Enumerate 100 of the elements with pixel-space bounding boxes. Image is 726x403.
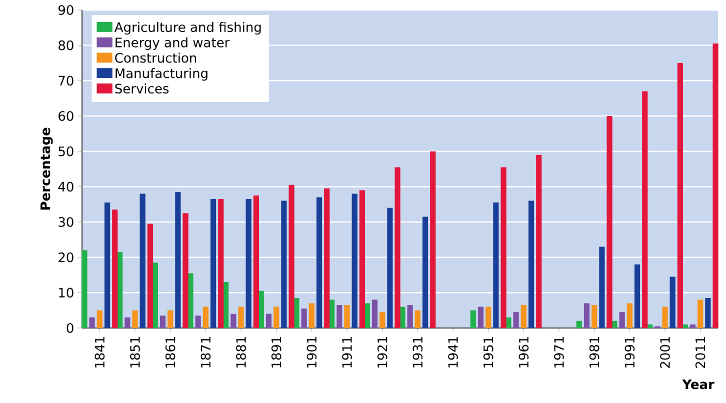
- bar: [500, 167, 506, 328]
- bar: [536, 154, 542, 328]
- x-tick-label: 1951: [483, 336, 494, 368]
- bar: [253, 195, 260, 328]
- bar: [642, 91, 648, 328]
- x-tick-label: 1891: [271, 336, 282, 368]
- x-tick-label: 1871: [200, 336, 211, 368]
- bar: [372, 300, 378, 328]
- y-tick-label: 30: [58, 217, 74, 227]
- bar: [422, 216, 428, 328]
- bar: [188, 273, 194, 328]
- x-axis-title: Year: [682, 380, 714, 390]
- bar: [677, 62, 683, 328]
- y-axis-title: Percentage: [40, 128, 53, 210]
- bar: [175, 192, 181, 328]
- bar: [470, 310, 476, 328]
- y-tick-label: 60: [58, 111, 74, 121]
- y-tick-label: 50: [58, 146, 74, 156]
- bar: [359, 190, 366, 328]
- x-tick-label: 1971: [554, 336, 564, 368]
- bar: [308, 303, 314, 328]
- bar: [82, 250, 88, 328]
- bar: [147, 224, 154, 328]
- x-tick-label: 1991: [624, 336, 635, 368]
- bar: [584, 303, 590, 328]
- x-tick-label: 1881: [236, 336, 246, 368]
- bar: [513, 312, 519, 328]
- bar: [486, 306, 492, 328]
- bar: [124, 317, 130, 328]
- x-tick-label: 1911: [342, 336, 352, 368]
- bar: [493, 202, 499, 328]
- bar: [301, 308, 307, 328]
- bar: [160, 316, 166, 328]
- legend-label: Services: [115, 83, 169, 94]
- x-tick-label: 1931: [412, 336, 423, 368]
- bar: [478, 306, 484, 328]
- bar: [599, 246, 605, 328]
- legend-label: Construction: [115, 52, 196, 63]
- bar: [394, 167, 400, 328]
- x-tick-label: 1961: [518, 336, 529, 368]
- bar: [195, 316, 201, 328]
- bar: [626, 303, 632, 328]
- bar: [324, 188, 330, 328]
- bar: [387, 208, 393, 328]
- bar: [606, 116, 612, 328]
- bar: [238, 306, 244, 328]
- y-tick-label: 40: [58, 182, 74, 192]
- x-tick-label: 1861: [165, 336, 176, 368]
- bar: [329, 300, 335, 328]
- bar: [520, 305, 526, 328]
- bar: [705, 298, 711, 328]
- y-tick-label: 90: [58, 5, 74, 15]
- x-tick-label: 1941: [448, 336, 458, 368]
- legend-label: Energy and water: [116, 37, 230, 50]
- bar: [690, 324, 696, 328]
- x-tick-label: 1851: [130, 336, 140, 368]
- bar: [230, 314, 236, 328]
- bar: [430, 151, 436, 328]
- x-tick-label: 1901: [306, 336, 317, 368]
- y-tick-label: 80: [58, 40, 74, 50]
- y-tick-label: 10: [59, 288, 74, 298]
- bar: [634, 264, 640, 328]
- bar: [698, 300, 704, 328]
- x-tick-label: 2011: [695, 336, 706, 368]
- bar: [414, 310, 420, 328]
- legend-label: Agriculture and fishing: [114, 22, 261, 35]
- x-tick-label: 1921: [377, 336, 388, 368]
- bar: [712, 44, 718, 328]
- bar: [528, 200, 534, 328]
- bar: [274, 306, 280, 328]
- bar: [592, 305, 598, 328]
- bar: [89, 317, 95, 328]
- bar: [218, 199, 224, 328]
- bar: [619, 312, 625, 328]
- x-tick-label: 1841: [94, 336, 105, 368]
- bar: [182, 213, 188, 328]
- bar: [140, 194, 146, 328]
- bar: [576, 320, 582, 328]
- bar: [132, 310, 138, 328]
- bar: [344, 305, 350, 328]
- bar: [210, 199, 216, 328]
- bar: [281, 200, 287, 328]
- bar: [407, 305, 413, 328]
- bar: [670, 276, 676, 328]
- y-tick-label: 70: [58, 76, 74, 86]
- bar: [662, 306, 668, 328]
- x-tick-label: 1981: [589, 336, 600, 368]
- bar: [288, 184, 294, 328]
- bar: [168, 310, 174, 328]
- bar: [352, 194, 358, 328]
- bar: [380, 312, 386, 328]
- bar: [246, 199, 252, 328]
- bar: [104, 202, 110, 328]
- bar: [316, 197, 322, 328]
- bar: [266, 314, 272, 328]
- bar: [202, 306, 208, 328]
- y-tick-label: 0: [66, 323, 74, 333]
- x-tick-label: 2001: [660, 336, 670, 368]
- y-tick-label: 20: [58, 252, 74, 262]
- bar: [112, 210, 118, 328]
